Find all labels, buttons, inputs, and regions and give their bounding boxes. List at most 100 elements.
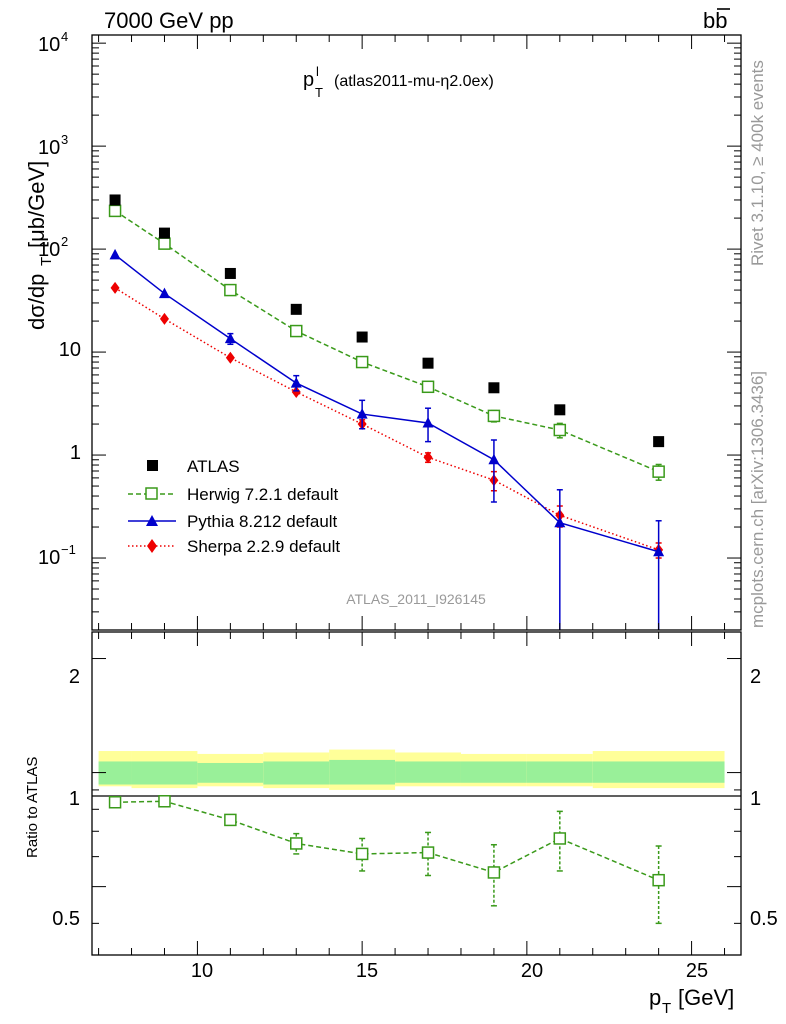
herwig-ratio-point-5 — [421, 846, 435, 859]
plot-title-superscript: l — [316, 64, 319, 79]
atlas-band-inner-2 — [197, 762, 264, 783]
sherpa-point-2 — [225, 351, 235, 364]
atlas-band-inner-8 — [592, 761, 725, 783]
legend-label-herwig: Herwig 7.2.1 default — [187, 485, 338, 504]
y-tick-label-1e2-exp: 2 — [61, 234, 68, 249]
process-label: bb — [703, 8, 727, 33]
legend-entry-herwig: Herwig 7.2.1 default — [128, 485, 338, 504]
ratio-tick-label-2-right: 2 — [750, 666, 761, 688]
legend-marker-herwig — [145, 487, 158, 500]
sherpa-point-5 — [423, 451, 433, 464]
herwig-point-8 — [652, 465, 665, 478]
plot-title-subscript: T — [315, 85, 323, 100]
y-tick-label-1e2-base: 10 — [38, 239, 60, 261]
ratio-tick-label-0p5-left: 0.5 — [52, 908, 80, 930]
ratio-panel-frame — [91, 631, 742, 956]
x-tick-label-20: 20 — [521, 960, 543, 982]
y-tick-label-1e4: 10 4 — [38, 29, 68, 56]
atlas-point-1 — [158, 227, 170, 239]
pythia-point-7 — [554, 516, 566, 528]
atlas-point-5 — [422, 357, 434, 369]
y-tick-label-1e-1-base: 10 — [38, 547, 60, 569]
pythia-line — [114, 254, 659, 553]
x-axis-label: p T [GeV] — [649, 985, 734, 1017]
plot-title-main: p — [303, 69, 314, 91]
atlas-point-7 — [554, 404, 566, 416]
atlas-band-inner-7 — [526, 761, 593, 783]
legend-marker-atlas — [147, 460, 158, 471]
atlas-band-inner-3 — [263, 761, 330, 785]
herwig-point-3 — [290, 324, 303, 338]
herwig-ratio-point-8 — [652, 873, 665, 887]
legend-entry-atlas: ATLAS — [147, 457, 240, 476]
ratio-panel-series — [108, 795, 665, 925]
sherpa-point-3 — [291, 385, 301, 398]
x-axis-label-text: p — [649, 985, 661, 1010]
herwig-point-5 — [421, 380, 435, 394]
sherpa-line — [114, 287, 659, 551]
legend-label-sherpa: Sherpa 2.2.9 default — [187, 537, 340, 556]
legend-marker-pythia — [146, 515, 158, 526]
y-tick-label-10: 10 — [59, 339, 81, 361]
legend-marker-sherpa — [147, 539, 157, 553]
herwig-point-1 — [158, 237, 171, 250]
y-tick-label-1e4-exp: 4 — [61, 29, 68, 44]
x-tick-labels: 10 15 20 25 — [191, 960, 708, 982]
atlas-point-8 — [653, 436, 665, 448]
herwig-point-0 — [108, 204, 122, 218]
y-tick-label-1e4-base: 10 — [38, 34, 60, 56]
y-tick-label-1e-1: 10 −1 — [38, 542, 76, 569]
energy-label: 7000 GeV pp — [104, 8, 234, 33]
y-tick-label-1e-1-exp: −1 — [61, 542, 76, 557]
sherpa-point-0 — [110, 281, 120, 294]
herwig-point-6 — [487, 409, 501, 423]
pythia-point-5 — [422, 416, 434, 428]
pythia-point-4 — [356, 408, 368, 419]
ratio-tick-label-0p5-right: 0.5 — [750, 908, 778, 930]
x-axis-label-unit: [GeV] — [678, 985, 734, 1010]
main-panel-frame — [91, 34, 742, 631]
main-y-axis-label: dσ/dp T [μb/GeV] — [24, 161, 55, 330]
pythia-point-6 — [488, 453, 500, 465]
atlas-point-3 — [290, 303, 302, 315]
plot-title-selection: (atlas2011-mu-η2.0ex) — [334, 73, 494, 90]
atlas-uncertainty-bands — [98, 749, 725, 790]
ratio-tick-label-1-left: 1 — [69, 788, 80, 810]
ratio-tick-label-1-right: 1 — [750, 788, 761, 810]
main-panel-series — [108, 194, 665, 630]
pythia-point-3 — [290, 377, 302, 388]
rivet-version-text: Rivet 3.1.10, ≥ 400k events — [748, 60, 767, 266]
main-y-axis-label-subscript: T — [38, 257, 55, 266]
atlas-band-inner-5 — [395, 761, 461, 783]
x-tick-label-15: 15 — [356, 960, 378, 982]
pythia-point-0 — [109, 248, 121, 260]
mcplots-reference-text: mcplots.cern.ch [arXiv:1306.3436] — [748, 371, 767, 628]
atlas-band-inner-0 — [98, 761, 132, 785]
pythia-point-8 — [653, 545, 665, 557]
herwig-point-2 — [224, 283, 237, 297]
main-y-axis-label-unit: [μb/GeV] — [24, 161, 49, 248]
atlas-band-inner-6 — [460, 761, 527, 783]
y-tick-label-1: 1 — [70, 442, 81, 464]
atlas-point-0 — [109, 194, 121, 206]
herwig-ratio-point-4 — [355, 847, 369, 861]
legend-label-pythia: Pythia 8.212 default — [187, 512, 338, 531]
main-y-tick-labels: 10 4 10 3 10 2 10 1 10 −1 — [38, 29, 81, 569]
y-tick-label-1e3-exp: 3 — [61, 132, 68, 147]
ratio-tick-labels: 2 1 0.5 2 1 0.5 — [52, 666, 778, 930]
legend-entry-sherpa: Sherpa 2.2.9 default — [128, 537, 340, 556]
atlas-point-2 — [224, 267, 236, 279]
pythia-point-2 — [224, 332, 236, 344]
herwig-ratio-point-1 — [158, 795, 171, 808]
x-tick-label-25: 25 — [686, 960, 708, 982]
y-tick-label-1e3: 10 3 — [38, 132, 68, 159]
herwig-point-7 — [553, 423, 567, 437]
y-tick-label-1e2: 10 2 — [38, 234, 68, 261]
herwig-ratio-point-0 — [108, 796, 122, 809]
herwig-ratio-point-7 — [553, 832, 567, 845]
legend: ATLAS Herwig 7.2.1 default Pythia 8.212 … — [128, 457, 340, 556]
herwig-ratio-point-2 — [224, 813, 237, 827]
main-y-axis-label-text: dσ/dp — [24, 274, 49, 330]
herwig-point-4 — [355, 355, 369, 369]
atlas-point-4 — [356, 331, 368, 343]
